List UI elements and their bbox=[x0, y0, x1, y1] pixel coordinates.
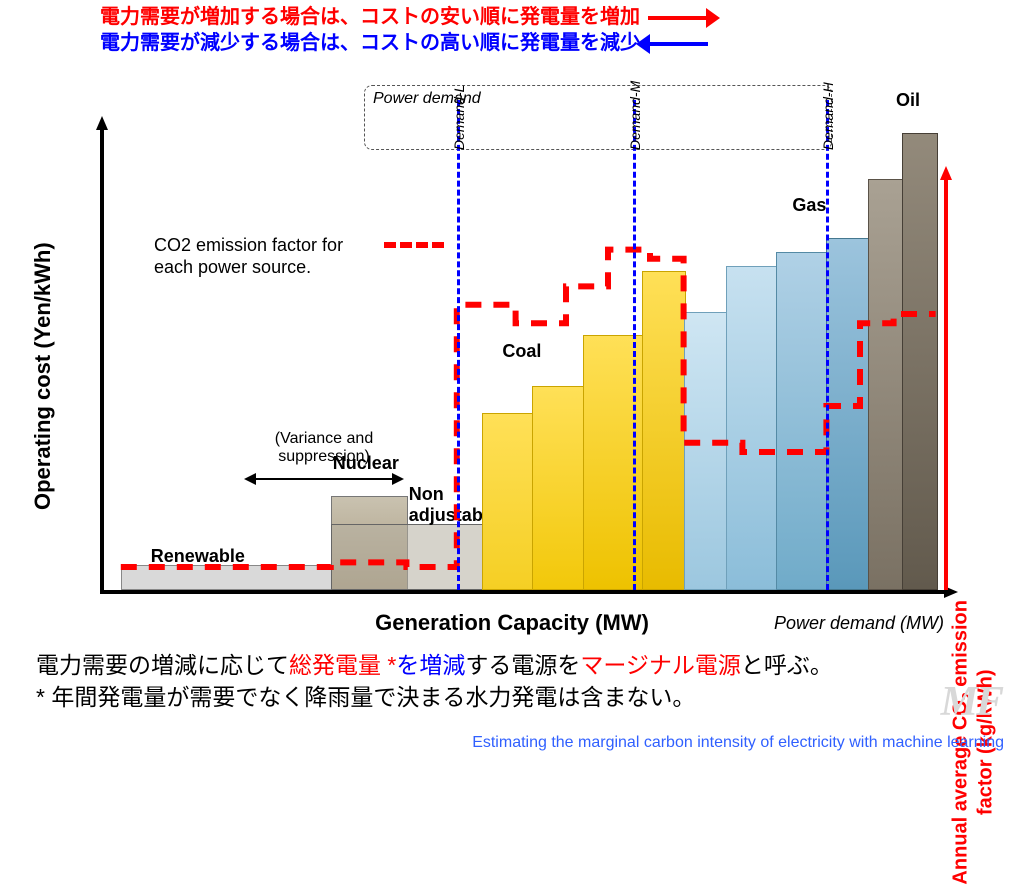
demand-line-demand-m bbox=[633, 100, 636, 590]
co2-step-line bbox=[104, 130, 944, 590]
merit-order-chart: Operating cost (Yen/kWh) Annual average … bbox=[20, 70, 1004, 630]
y-axis-left-label: Operating cost (Yen/kWh) bbox=[30, 242, 56, 510]
co2-polyline bbox=[121, 250, 936, 567]
demand-line-demand-h bbox=[826, 100, 829, 590]
demand-label-demand-m: Demand-M bbox=[627, 81, 643, 150]
y-axis-arrow-icon bbox=[96, 116, 108, 130]
demand-label-demand-h: Demand-H bbox=[820, 82, 836, 150]
caption-line-1: 電力需要の増減に応じて総発電量 *を増減する電源をマージナル電源と呼ぶ。 bbox=[36, 650, 833, 681]
arrow-left-icon bbox=[648, 42, 708, 46]
x-axis-label: Generation Capacity (MW) bbox=[375, 610, 649, 636]
legend-increase: 電力需要が増加する場合は、コストの安い順に発電量を増加 bbox=[100, 6, 640, 28]
legend-decrease: 電力需要が減少する場合は、コストの高い順に発電量を減少 bbox=[100, 32, 640, 54]
bar-label-oil-2: Oil bbox=[896, 90, 920, 111]
caption-line-2: * 年間発電量が需要でなく降雨量で決まる水力発電は含まない。 bbox=[36, 682, 695, 713]
demand-label-demand-l: Demand-L bbox=[451, 85, 467, 150]
demand-line-demand-l bbox=[457, 100, 460, 590]
watermark-logo: MF bbox=[941, 678, 1002, 726]
plot-area: Power demand CO2 emission factor foreach… bbox=[100, 130, 944, 594]
arrow-right-icon bbox=[648, 16, 708, 20]
y-axis-right-line bbox=[944, 180, 948, 590]
footer-citation: Estimating the marginal carbon intensity… bbox=[472, 734, 1004, 752]
top-legend: 電力需要が増加する場合は、コストの安い順に発電量を増加 電力需要が減少する場合は… bbox=[100, 4, 708, 56]
x-axis-right-label: Power demand (MW) bbox=[774, 613, 944, 634]
